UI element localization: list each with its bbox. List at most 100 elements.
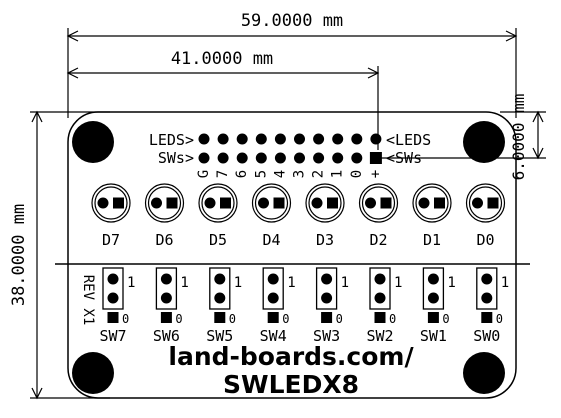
header-top-label-left: LEDS> — [149, 131, 194, 149]
header-pin-led-8 — [351, 133, 363, 145]
jumper-outline — [476, 267, 498, 310]
led-pad-round — [311, 197, 323, 209]
led-pad-square — [273, 197, 285, 209]
led-pad-square — [380, 197, 392, 209]
header-pin-label: G — [196, 170, 212, 178]
jumper-outline — [369, 267, 391, 310]
header-pin-sw-8 — [351, 152, 363, 164]
header-pin-sw-7 — [332, 152, 344, 164]
jumper-label-0: 0 — [336, 312, 343, 326]
jumper-pin-1 — [321, 273, 333, 285]
led-d6: D6 — [144, 183, 185, 249]
led-d3: D3 — [305, 183, 345, 249]
header-pin-led-0 — [198, 133, 210, 145]
product-name: SWLEDX8 — [223, 370, 359, 399]
header-top-label-right: <LEDS — [386, 131, 431, 149]
jumper-label-1: 1 — [447, 275, 455, 291]
jumper-outline — [155, 267, 178, 310]
led-pad-round — [97, 197, 109, 209]
header-connector: G 7 6 5 4 3 2 1 0 + — [196, 133, 384, 178]
jumper-label-0: 0 — [389, 312, 396, 326]
header-pin-sw-9 — [369, 152, 382, 164]
led-label: D3 — [316, 231, 334, 249]
led-label: D2 — [369, 231, 387, 249]
jumper-outline — [102, 267, 124, 310]
jumper-pin-1 — [481, 273, 493, 285]
jumper-pin-2 — [214, 292, 226, 304]
header-pin-label: 4 — [272, 170, 288, 178]
jumper-pin-1 — [374, 273, 386, 285]
header-pin-sw-1 — [217, 152, 229, 164]
mounting-hole-bottom-left — [72, 352, 114, 394]
header-pin-sw-6 — [313, 152, 325, 164]
mounting-hole-bottom-right — [463, 352, 505, 394]
jumper-label-1: 1 — [180, 275, 188, 291]
switch-label: SW6 — [153, 327, 180, 345]
jumper-pin-square — [107, 312, 119, 323]
header-pin-led-7 — [332, 133, 344, 145]
switch-label: SW7 — [99, 327, 126, 345]
jumper-pin-square — [374, 312, 386, 323]
led-pad-round — [258, 197, 269, 209]
header-pin-led-9 — [370, 133, 382, 145]
offset-dimension — [378, 110, 546, 160]
jumper-outline — [315, 267, 338, 310]
led-label: D0 — [476, 231, 494, 249]
switch-label: SW1 — [420, 327, 447, 345]
led-d7: D7 — [91, 183, 131, 249]
header-bottom-label-right: <SWs — [386, 149, 422, 167]
led-label: D4 — [262, 231, 280, 249]
jumper-label-1: 1 — [394, 275, 402, 291]
led-d0: D0 — [465, 183, 506, 249]
led-pad-round — [472, 197, 483, 209]
switch-label: SW4 — [260, 327, 287, 345]
header-pin-sw-0 — [198, 152, 210, 164]
jumper-label-0: 0 — [282, 312, 289, 326]
jumper-pin-square — [214, 312, 226, 323]
height-dimension-label: 38.0000 mm — [9, 204, 29, 306]
jumper-pin-2 — [481, 292, 493, 304]
jumper-pin-1 — [107, 273, 119, 285]
jumper-pin-2 — [427, 292, 439, 304]
jumper-pin-1 — [267, 273, 279, 285]
header-pin-led-3 — [255, 133, 267, 145]
jumper-pin-square — [160, 312, 172, 323]
jumper-label-1: 1 — [341, 275, 349, 291]
header-pin-sw-2 — [236, 152, 248, 164]
header-pin-label: 5 — [253, 170, 269, 178]
jumper-label-0: 0 — [229, 312, 236, 326]
jumper-pin-2 — [160, 292, 172, 304]
switch-label: SW0 — [473, 327, 500, 345]
mounting-hole-top-right — [463, 121, 505, 163]
brand-url: land-boards.com/ — [168, 342, 414, 371]
jumper-pin-square — [267, 312, 279, 323]
jumper-outline — [262, 267, 284, 310]
jumper-pin-1 — [214, 273, 226, 285]
board-outline — [67, 111, 517, 399]
led-d5: D5 — [198, 183, 238, 249]
header-pin-led-1 — [217, 133, 229, 145]
led-label: D5 — [209, 231, 227, 249]
jumper-pin-2 — [321, 292, 333, 304]
led-pad-square — [327, 197, 338, 209]
led-pad-square — [220, 197, 231, 209]
jumper-label-0: 0 — [442, 312, 449, 326]
jumper-outline — [422, 267, 445, 310]
jumper-pin-2 — [267, 292, 279, 304]
jumper-outline — [209, 267, 231, 310]
led-pad-square — [113, 197, 124, 209]
jumper-label-1: 1 — [127, 275, 135, 291]
header-pin-led-6 — [313, 133, 325, 145]
header-pin-label: 2 — [311, 170, 327, 178]
width-dimension-label: 59.0000 mm — [241, 11, 343, 31]
led-d1: D1 — [412, 183, 452, 249]
header-pin-sw-3 — [255, 152, 267, 164]
